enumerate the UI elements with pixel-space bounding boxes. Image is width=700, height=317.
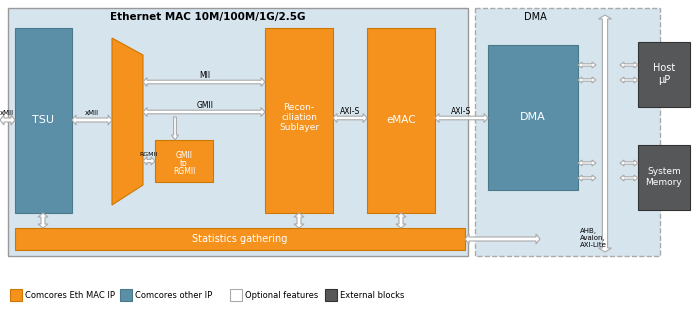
- Text: RGMII: RGMII: [173, 166, 195, 176]
- Bar: [155, 140, 213, 182]
- Text: TSU: TSU: [32, 115, 54, 125]
- Text: External blocks: External blocks: [340, 290, 405, 300]
- Text: Recon-: Recon-: [284, 103, 314, 113]
- Bar: [120, 289, 132, 301]
- Bar: [638, 145, 690, 210]
- Polygon shape: [620, 175, 638, 181]
- Text: GMII: GMII: [176, 151, 192, 159]
- Text: xMII: xMII: [0, 110, 14, 116]
- Polygon shape: [598, 15, 612, 252]
- Polygon shape: [435, 113, 488, 122]
- Text: Host
µP: Host µP: [653, 63, 675, 85]
- Text: xMII: xMII: [85, 110, 99, 116]
- Bar: [367, 28, 435, 213]
- Polygon shape: [578, 160, 596, 166]
- Bar: [325, 289, 337, 301]
- Polygon shape: [112, 38, 143, 205]
- Bar: [10, 289, 22, 301]
- Bar: [475, 8, 660, 256]
- Polygon shape: [620, 160, 638, 166]
- Text: AHB,
Avalon,
AXI-Lite: AHB, Avalon, AXI-Lite: [580, 228, 607, 248]
- Polygon shape: [72, 115, 112, 125]
- Text: eMAC: eMAC: [386, 115, 416, 125]
- Text: Comcores other IP: Comcores other IP: [135, 290, 212, 300]
- Polygon shape: [172, 117, 178, 140]
- Bar: [15, 228, 465, 250]
- Text: DMA: DMA: [524, 12, 547, 22]
- Bar: [230, 289, 242, 301]
- Polygon shape: [620, 77, 638, 83]
- Polygon shape: [143, 77, 265, 87]
- Bar: [8, 8, 468, 256]
- Text: Optional features: Optional features: [245, 290, 318, 300]
- Bar: [638, 42, 690, 107]
- Text: AXI-S: AXI-S: [340, 107, 360, 115]
- Text: MII: MII: [199, 70, 211, 80]
- Text: Statistics gathering: Statistics gathering: [193, 234, 288, 244]
- Text: Sublayer: Sublayer: [279, 124, 319, 133]
- Polygon shape: [396, 213, 406, 228]
- Text: DMA: DMA: [520, 112, 546, 122]
- Bar: [265, 28, 333, 213]
- Polygon shape: [143, 157, 155, 165]
- Text: ciliation: ciliation: [281, 113, 317, 122]
- Polygon shape: [38, 213, 48, 228]
- Bar: [15, 28, 72, 213]
- Polygon shape: [333, 113, 367, 122]
- Text: RGMII: RGMII: [140, 152, 158, 157]
- Text: to: to: [180, 158, 188, 167]
- Text: AXI-S: AXI-S: [451, 107, 471, 115]
- Bar: [488, 45, 578, 190]
- Text: System
Memory: System Memory: [645, 167, 682, 187]
- Polygon shape: [294, 213, 304, 228]
- Polygon shape: [578, 62, 596, 68]
- Polygon shape: [143, 107, 265, 117]
- Polygon shape: [620, 62, 638, 68]
- Text: Comcores Eth MAC IP: Comcores Eth MAC IP: [25, 290, 115, 300]
- Polygon shape: [465, 234, 540, 244]
- Text: Ethernet MAC 10M/100M/1G/2.5G: Ethernet MAC 10M/100M/1G/2.5G: [110, 12, 305, 22]
- Text: GMII: GMII: [197, 100, 214, 109]
- Polygon shape: [578, 175, 596, 181]
- Polygon shape: [578, 77, 596, 83]
- Polygon shape: [0, 115, 15, 125]
